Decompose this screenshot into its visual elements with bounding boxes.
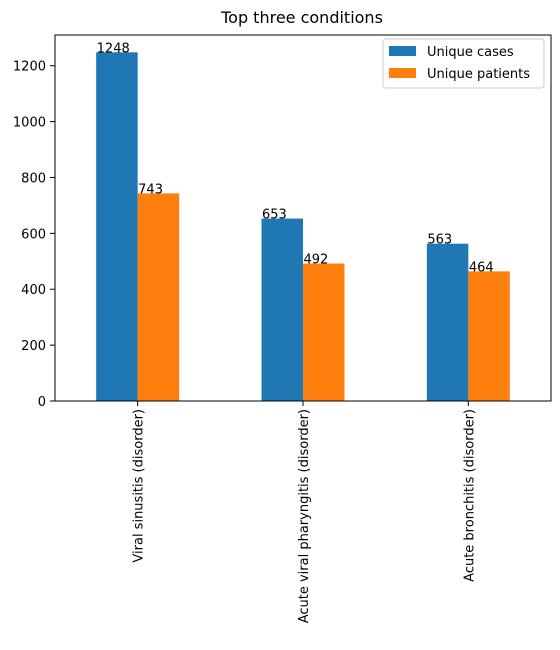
y-tick-label: 400 (21, 283, 46, 298)
y-tick-label: 0 (38, 395, 46, 410)
data-label: 492 (304, 253, 329, 268)
bar (426, 243, 469, 401)
data-label: 563 (427, 233, 452, 248)
bar (468, 271, 510, 401)
legend-swatch (389, 46, 416, 56)
bar (137, 193, 180, 401)
y-tick-label: 200 (21, 339, 46, 354)
x-tick-label: Acute viral pharyngitis (disorder) (297, 409, 312, 623)
y-tick-label: 1000 (13, 116, 46, 131)
data-label: 1248 (97, 41, 130, 56)
data-label: 743 (138, 182, 163, 197)
y-tick-label: 600 (21, 227, 46, 242)
data-label: 653 (262, 208, 287, 223)
y-tick-label: 800 (21, 171, 46, 186)
bar (261, 218, 303, 401)
data-label: 464 (469, 260, 494, 275)
x-tick-label: Acute bronchitis (disorder) (462, 409, 477, 582)
plot-area: 1248 743 Viral sinusitis (disorder) 653 492 A… (13, 34, 552, 623)
bar (96, 52, 138, 401)
chart-title: Top three conditions (220, 8, 383, 27)
bar (303, 263, 345, 401)
legend-box (382, 38, 545, 89)
legend-label: Unique patients (427, 67, 530, 82)
legend-swatch (389, 68, 416, 78)
legend-label: Unique cases (427, 45, 514, 60)
plot-frame (54, 34, 552, 402)
y-tick-label: 1200 (13, 60, 46, 75)
legend: Unique cases Unique patients (382, 38, 545, 89)
x-tick-label: Viral sinusitis (disorder) (132, 409, 147, 563)
